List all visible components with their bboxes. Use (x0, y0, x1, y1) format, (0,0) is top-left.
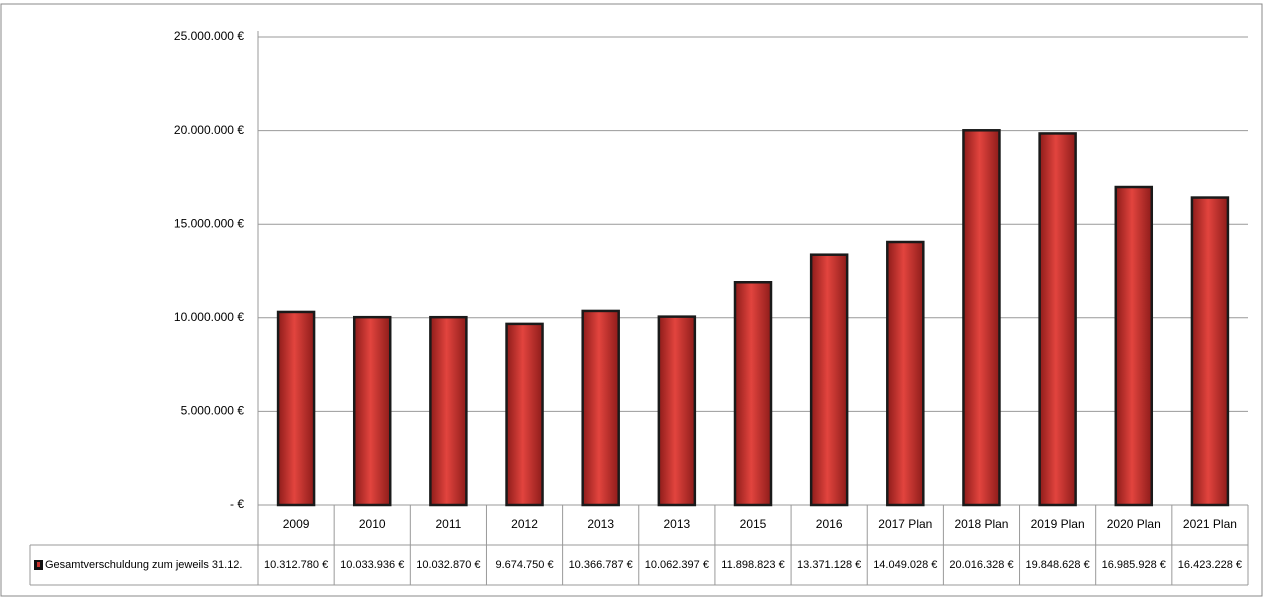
x-tick-label: 2011 (435, 517, 461, 531)
x-tick-label: 2009 (283, 517, 310, 531)
bar (733, 281, 773, 507)
bar (886, 240, 925, 507)
y-tick-label: - € (230, 497, 244, 511)
bar (352, 315, 392, 507)
x-tick-label: 2020 Plan (1107, 517, 1161, 531)
y-tick-label: 5.000.000 € (181, 404, 245, 418)
legend-swatch (37, 562, 40, 567)
bar (581, 309, 620, 507)
x-tick-label: 2010 (359, 517, 386, 531)
y-tick-label: 25.000.000 € (174, 29, 244, 43)
value-label: 19.848.628 € (1025, 559, 1089, 571)
chart-border (0, 3, 1263, 597)
x-tick-label: 2016 (816, 517, 843, 531)
x-tick-label: 2012 (511, 517, 538, 531)
value-label: 9.674.750 € (495, 559, 553, 571)
x-tick-label: 2013 (663, 517, 690, 531)
value-label: 16.985.928 € (1102, 559, 1166, 571)
bar (657, 315, 697, 507)
value-label: 11.898.823 € (721, 559, 784, 571)
y-tick-label: 10.000.000 € (174, 310, 244, 324)
x-tick-label: 2021 Plan (1183, 517, 1237, 531)
x-tick-label: 2015 (740, 517, 767, 531)
bar (809, 253, 849, 507)
bar (505, 322, 544, 507)
legend-label: Gesamtverschuldung zum jeweils 31.12. (45, 559, 242, 571)
bar (1114, 185, 1154, 507)
value-label: 10.032.870 € (416, 559, 480, 571)
bar (429, 315, 468, 507)
value-label: 14.049.028 € (873, 559, 937, 571)
value-label: 10.033.936 € (340, 559, 404, 571)
bar (1190, 196, 1230, 507)
bar (962, 129, 1001, 507)
value-label: 16.423.228 € (1178, 559, 1242, 571)
value-label: 13.371.128 € (797, 559, 861, 571)
bar (1038, 132, 1077, 507)
y-tick-label: 15.000.000 € (174, 216, 244, 230)
value-label: 10.312.780 € (264, 559, 328, 571)
value-label: 10.366.787 € (569, 559, 633, 571)
value-label: 20.016.328 € (949, 559, 1013, 571)
y-tick-label: 20.000.000 € (174, 123, 244, 137)
x-tick-label: 2018 Plan (954, 517, 1008, 531)
x-tick-label: 2013 (587, 517, 614, 531)
x-tick-label: 2019 Plan (1031, 517, 1085, 531)
bar (276, 310, 316, 507)
x-tick-label: 2017 Plan (878, 517, 932, 531)
value-label: 10.062.397 € (645, 559, 709, 571)
